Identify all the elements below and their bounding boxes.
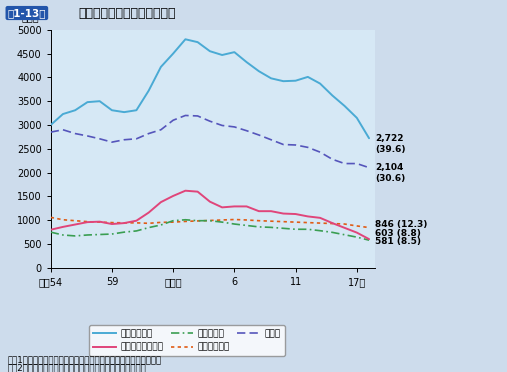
Text: 2,104: 2,104 <box>375 163 404 172</box>
Text: 581 (8.5): 581 (8.5) <box>375 237 421 246</box>
Text: (30.6): (30.6) <box>375 174 406 183</box>
Text: 2,722: 2,722 <box>375 134 404 143</box>
Text: (39.6): (39.6) <box>375 145 406 154</box>
Text: 注　1　警察庁資料による。ただし、「その他」は省略している。: 注 1 警察庁資料による。ただし、「その他」は省略している。 <box>8 355 162 364</box>
Text: 2　（　）内は、状態別死者数の構成率（％）である。: 2 （ ）内は、状態別死者数の構成率（％）である。 <box>8 364 147 372</box>
Text: 第1-13図: 第1-13図 <box>8 8 46 18</box>
Text: （人）: （人） <box>21 13 39 23</box>
Legend: 自動車乗車中, 自動二輪車乗車中, 原付乗車中, 自転車乗用中, 歩行中: 自動車乗車中, 自動二輪車乗車中, 原付乗車中, 自転車乗用中, 歩行中 <box>89 325 285 356</box>
Text: 状態別交通事故死者数の推移: 状態別交通事故死者数の推移 <box>79 7 176 19</box>
Text: 846 (12.3): 846 (12.3) <box>375 221 427 230</box>
Text: 603 (8.8): 603 (8.8) <box>375 229 421 238</box>
